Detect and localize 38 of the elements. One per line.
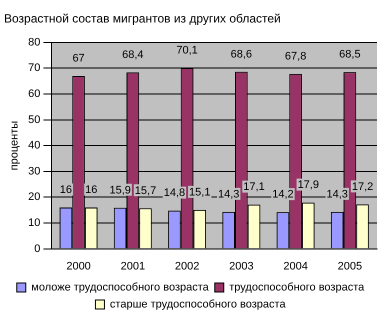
legend-label: моложе трудоспособного возраста xyxy=(31,282,210,294)
y-tick-label: 50 xyxy=(28,114,40,126)
chart-title: Возрастной состав мигрантов из других областей xyxy=(4,12,281,26)
data-label: 14,3 xyxy=(326,188,348,200)
data-label: 70,1 xyxy=(176,44,198,56)
data-label: 17,1 xyxy=(243,181,265,194)
data-label: 68,6 xyxy=(230,48,252,60)
y-tick-label: 60 xyxy=(28,88,40,100)
y-axis-title: проценты xyxy=(8,120,21,170)
data-label: 68,5 xyxy=(339,48,361,61)
data-label: 14,8 xyxy=(164,187,186,200)
data-label: 16 xyxy=(85,184,98,196)
data-label: 14,2 xyxy=(272,188,294,201)
y-tick-label: 10 xyxy=(28,217,40,230)
legend-label: старше трудоспособного возраста xyxy=(110,298,286,311)
x-tick-label: 2001 xyxy=(120,260,146,272)
x-tick-label: 2003 xyxy=(229,260,254,272)
x-tick-label: 2005 xyxy=(338,260,362,272)
data-label: 16 xyxy=(60,184,72,196)
y-tick-label: 80 xyxy=(28,36,40,48)
data-label: 17,2 xyxy=(352,180,374,193)
data-label: 14,3 xyxy=(218,188,240,200)
y-tick-label: 30 xyxy=(28,165,40,178)
x-tick-label: 2004 xyxy=(283,260,308,272)
data-label: 68,4 xyxy=(122,48,144,61)
data-label: 15,9 xyxy=(109,184,131,196)
y-tick-label: 0 xyxy=(34,242,40,255)
data-label: 17,9 xyxy=(298,179,319,192)
x-tick-label: 2002 xyxy=(174,260,200,272)
y-tick-label: 20 xyxy=(28,191,40,204)
y-tick-label: 70 xyxy=(28,62,40,74)
legend-label: трудоспособного возраста xyxy=(229,282,366,294)
data-label: 15,7 xyxy=(134,184,156,197)
x-tick-label: 2000 xyxy=(66,260,91,272)
data-label: 15,1 xyxy=(189,186,210,198)
data-label: 67,8 xyxy=(284,50,306,62)
y-tick-label: 40 xyxy=(28,140,40,152)
data-label: 67 xyxy=(72,52,85,64)
